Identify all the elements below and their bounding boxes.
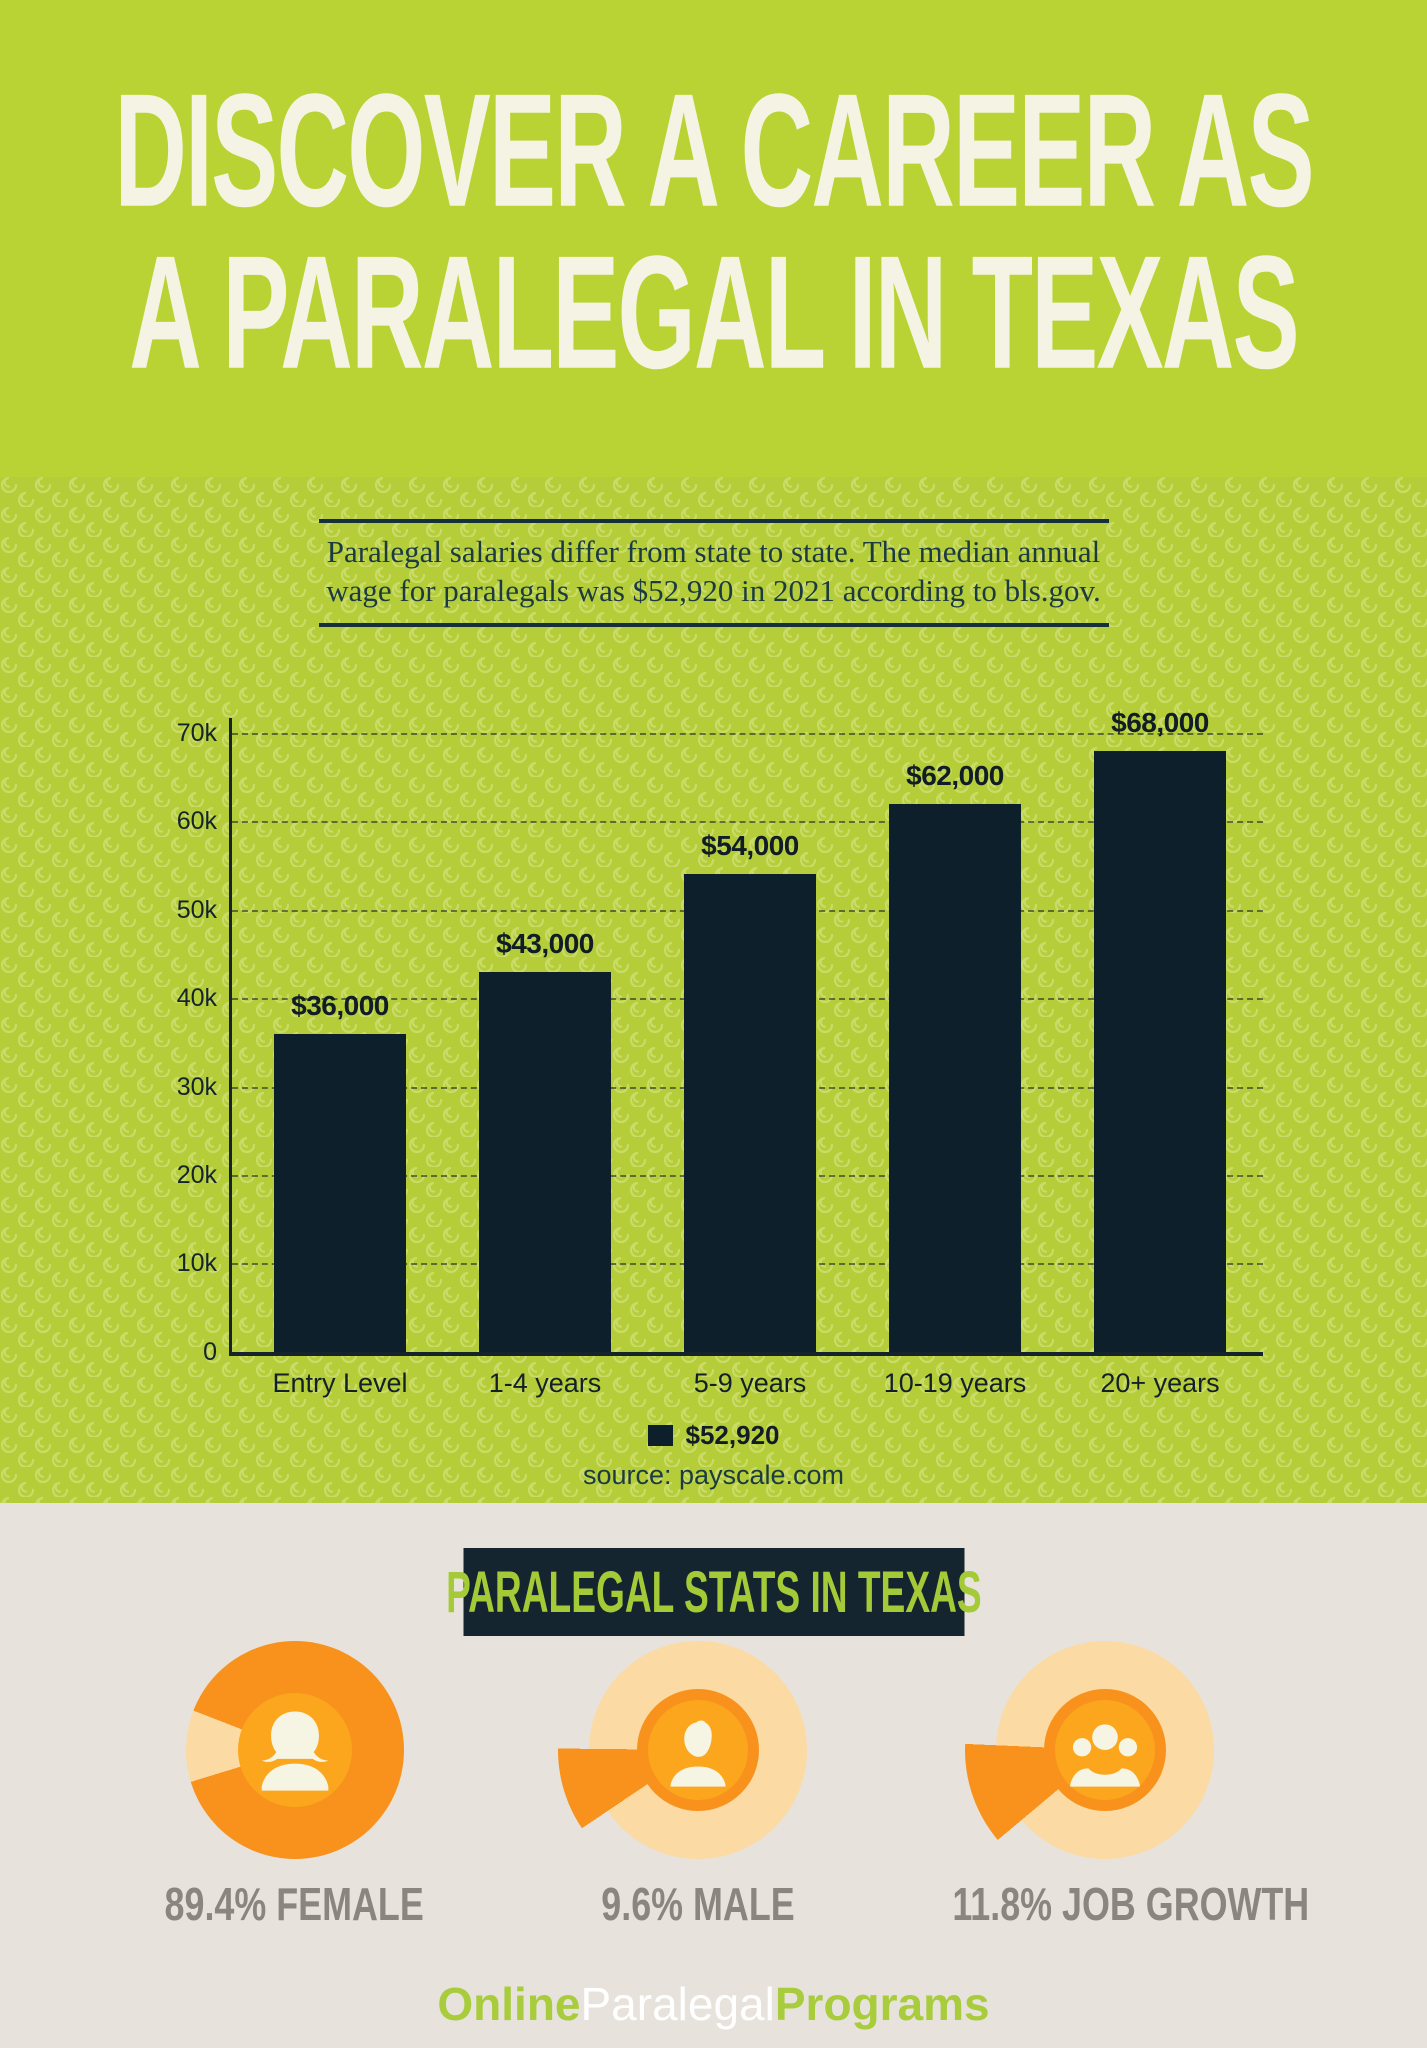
bar-10-19 years [889, 804, 1021, 1352]
footer-logo-part: Programs [774, 1978, 990, 2030]
chart-source: source: payscale.com [582, 1460, 845, 1490]
page-title-line-1: DISCOVER A CAREER AS [114, 61, 1314, 241]
y-tick-label: 60k [176, 807, 217, 836]
bar-Entry Level [274, 1034, 406, 1352]
footer-logo: OnlineParalegalPrograms [0, 1981, 1427, 2027]
x-tick-label: 10-19 years [883, 1368, 1027, 1398]
bar-value-label: $43,000 [496, 928, 594, 959]
stat-female: 89.4% FEMALE [92, 1503, 497, 2048]
chart-legend: $52,920 [0, 1420, 1427, 1451]
footer-logo-part: Paralegal [580, 1978, 775, 2030]
legend-swatch [647, 1425, 673, 1446]
bar-1-4 years [479, 972, 611, 1352]
y-tick-label: 70k [176, 719, 217, 747]
stat-male: 9.6% MALE [495, 1503, 900, 2048]
people-group-silhouette-icon [1069, 1724, 1140, 1787]
chart-section: Paralegal salaries differ from state to … [0, 477, 1427, 1503]
header-section: DISCOVER A CAREER AS A PARALEGAL IN TEXA… [0, 0, 1427, 477]
legend-label: $52,920 [685, 1420, 780, 1450]
bar-value-label: $54,000 [701, 830, 799, 861]
gridline [232, 821, 1263, 824]
stat-job-growth: 11.8% JOB GROWTH [902, 1503, 1310, 2048]
stat-label-female: 89.4% FEMALE [164, 1878, 425, 1930]
y-tick-label: 30k [176, 1072, 217, 1101]
gridline [232, 733, 1263, 735]
stat-label-male: 9.6% MALE [600, 1878, 795, 1930]
plot-area: 70k 60k 50k 40k 30k 20k 10k 0 $36,000 Entry Level… [177, 707, 1263, 1398]
x-tick-label: 5-9 years [693, 1368, 807, 1398]
male-silhouette-icon [670, 1720, 725, 1787]
y-tick-label: 40k [176, 984, 217, 1013]
x-tick-label: 1-4 years [488, 1368, 602, 1398]
bar-5-9 years [684, 874, 816, 1352]
page-title-line-2: A PARALEGAL IN TEXAS [129, 223, 1300, 403]
stat-label-job-growth: 11.8% JOB GROWTH [952, 1878, 1310, 1930]
female-silhouette-icon [261, 1711, 328, 1791]
bar-value-label: $36,000 [291, 990, 389, 1021]
stats-section: PARALEGAL STATS IN TEXAS 89.4% FEMALE [0, 1503, 1427, 2048]
y-tick-label: 50k [176, 895, 217, 924]
bar-value-label: $62,000 [906, 760, 1004, 791]
x-tick-label: 20+ years [1100, 1368, 1220, 1398]
y-tick-label: 10k [176, 1249, 217, 1278]
bar-value-label: $68,000 [1111, 707, 1209, 738]
x-tick-label: Entry Level [272, 1368, 408, 1398]
bar-20+ years [1094, 751, 1226, 1352]
intro-text: Paralegal salaries differ from state to … [318, 519, 1109, 627]
y-tick-label: 0 [203, 1338, 217, 1366]
footer-logo-part: Online [437, 1978, 581, 2030]
y-tick-label: 20k [176, 1161, 217, 1189]
